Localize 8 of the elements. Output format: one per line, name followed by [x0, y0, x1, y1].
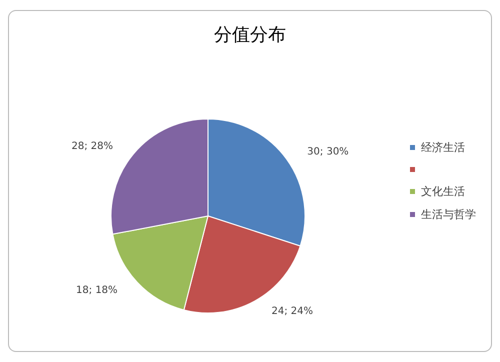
- data-label: 18; 18%: [76, 285, 118, 296]
- data-label: 28; 28%: [72, 141, 114, 152]
- legend-label: 文化生活: [421, 185, 465, 198]
- chart-title: 分值分布: [214, 24, 286, 46]
- data-label: 24; 24%: [272, 306, 314, 318]
- legend-label: 生活与哲学: [421, 208, 476, 221]
- data-label: 30; 30%: [307, 146, 349, 158]
- legend-label: 经济生活: [421, 141, 465, 154]
